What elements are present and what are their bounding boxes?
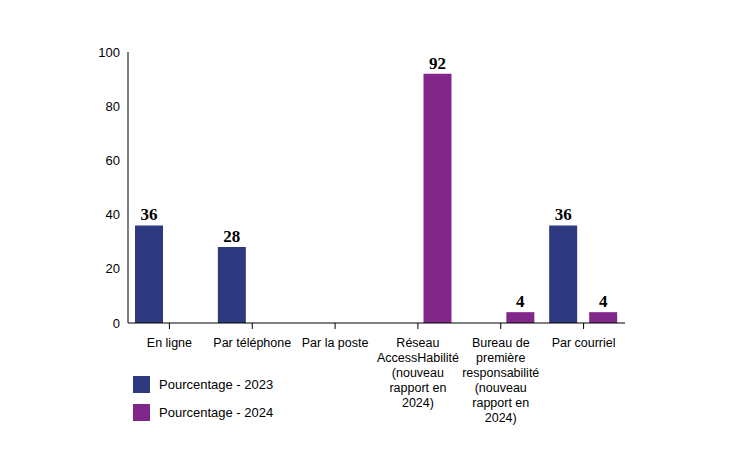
svg-text:4: 4 <box>516 292 525 311</box>
svg-text:36: 36 <box>141 205 158 224</box>
svg-text:4: 4 <box>599 292 608 311</box>
svg-text:28: 28 <box>223 227 240 246</box>
html-text:Pourcentage - 2023: Pourcentage - 2023 <box>159 376 274 392</box>
svg-text:Par la poste: Par la poste <box>302 336 369 350</box>
svg-text:40: 40 <box>106 207 120 222</box>
svg-text:En ligne: En ligne <box>147 336 192 350</box>
svg-text:92: 92 <box>429 54 446 73</box>
svg-text:80: 80 <box>106 99 120 114</box>
svg-text:Par téléphone: Par téléphone <box>213 336 291 350</box>
svg-text:RéseauAccessHabilité(nouveaura: RéseauAccessHabilité(nouveaurapport en20… <box>377 336 459 410</box>
svg-text:Bureau depremièreresponsabilit: Bureau depremièreresponsabilité(nouveaur… <box>462 336 539 425</box>
svg-text:Par courriel: Par courriel <box>552 336 616 350</box>
svg-text:0: 0 <box>113 316 120 331</box>
svg-text:100: 100 <box>98 45 120 60</box>
svg-text:36: 36 <box>555 205 572 224</box>
svg-text:20: 20 <box>106 261 120 276</box>
html-text:Pourcentage - 2024: Pourcentage - 2024 <box>159 404 274 420</box>
svg-text:60: 60 <box>106 153 120 168</box>
